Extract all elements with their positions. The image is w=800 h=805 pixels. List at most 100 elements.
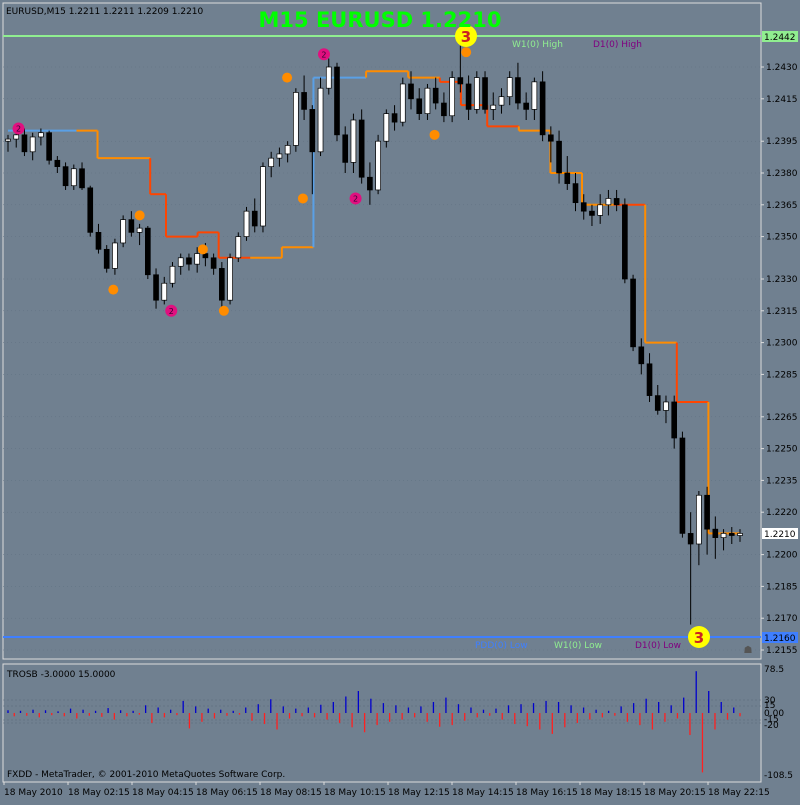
- bull-candle: [120, 219, 126, 244]
- bear-candle: [416, 98, 423, 114]
- bull-candle: [5, 138, 11, 142]
- bear-candle: [646, 363, 653, 396]
- bull-candle: [13, 134, 20, 140]
- magenta-signal-dot: [12, 122, 25, 135]
- bear-candle: [712, 528, 719, 538]
- bear-candle: [638, 346, 645, 365]
- bull-candle: [161, 282, 168, 301]
- price-axis: 1.2430 1.2415 1.2395 1.2380 1.2365 1.2350 1.23…: [761, 63, 798, 656]
- time-tick-label: 18 May 12:15: [388, 788, 450, 798]
- time-tick-label: 18 May 14:15: [452, 788, 514, 798]
- top-signal-marker-number: 3: [461, 28, 471, 46]
- time-tick-label: 18 May 2010: [4, 788, 63, 798]
- bull-candle: [136, 227, 143, 233]
- bull-candle: [268, 157, 275, 167]
- d1-high-label: D1(0) High: [593, 40, 642, 50]
- price-tick-label: 1.2430: [766, 63, 798, 73]
- bear-candle: [210, 257, 217, 269]
- price-tick-label: 1.2365: [766, 201, 798, 211]
- bear-candle: [342, 134, 349, 163]
- bear-candle: [580, 202, 587, 212]
- magenta-signal-dot: [317, 48, 330, 61]
- bull-candle: [325, 66, 332, 89]
- bull-candle: [506, 77, 513, 98]
- time-tick-label: 18 May 04:15: [132, 788, 194, 798]
- bear-candle: [482, 77, 488, 110]
- bear-candle: [728, 533, 735, 536]
- bear-candle: [564, 172, 571, 184]
- bear-candle: [219, 268, 225, 301]
- price-tick-label: 1.2415: [766, 95, 798, 105]
- time-axis: 18 May 2010 18 May 02:15 18 May 04:15 18 Ma…: [3, 782, 770, 798]
- bull-candle: [399, 83, 406, 123]
- bull-candle: [243, 210, 250, 237]
- bear-candle: [572, 183, 579, 204]
- indicator-axis-label: 0.00: [764, 709, 784, 719]
- time-tick-label: 18 May 06:15: [196, 788, 258, 798]
- indicator-name: TROSB -3.0000 15.0000: [6, 670, 116, 680]
- bull-candle: [696, 494, 702, 545]
- bear-candle: [103, 248, 110, 269]
- orange-signal-dot: [197, 244, 208, 255]
- bear-candle: [408, 83, 414, 100]
- time-tick-label: 18 May 08:15: [260, 788, 322, 798]
- bull-candle: [498, 96, 505, 106]
- bear-candle: [251, 210, 258, 227]
- bear-candle: [679, 437, 686, 534]
- orange-signal-dot: [134, 210, 145, 221]
- price-tick-label: 1.2350: [766, 233, 798, 243]
- bear-candle: [334, 66, 340, 136]
- price-tick-label: 1.2395: [766, 137, 798, 147]
- pdd-low-label: PDD(0) Low: [475, 641, 528, 651]
- bell-icon[interactable]: ☗: [744, 645, 753, 656]
- price-tick-label: 1.2380: [766, 169, 798, 179]
- bear-candle: [391, 113, 398, 123]
- price-tick-label: 1.2220: [766, 508, 798, 518]
- time-tick-label: 18 May 16:15: [516, 788, 578, 798]
- signal-markers: 2 2 2 2: [12, 47, 472, 317]
- bear-candle: [539, 81, 546, 136]
- time-tick-label: 18 May 20:15: [644, 788, 706, 798]
- bull-candle: [317, 87, 324, 153]
- bull-candle: [424, 87, 431, 114]
- bottom-signal-marker-number: 3: [694, 629, 704, 647]
- orange-signal-dot: [282, 72, 293, 83]
- time-tick-label: 18 May 02:15: [68, 788, 130, 798]
- signal-dot-number: 2: [16, 124, 21, 133]
- bear-candle: [622, 204, 628, 280]
- price-tick-label: 1.2330: [766, 275, 798, 285]
- indicator-axis-label: -15: [764, 715, 779, 725]
- price-tick-label: 1.2200: [766, 551, 798, 561]
- time-tick-label: 18 May 10:15: [324, 788, 386, 798]
- bull-candle: [293, 92, 299, 146]
- d1-low-label: D1(0) Low: [635, 641, 681, 651]
- price-tick-label: 1.2170: [766, 614, 798, 624]
- signal-dot-number: 2: [321, 50, 326, 59]
- bear-candle: [613, 198, 620, 206]
- bull-candle: [112, 242, 118, 269]
- bull-candle: [227, 257, 233, 301]
- bull-candle: [284, 145, 291, 155]
- bear-candle: [556, 140, 562, 174]
- bull-candle: [29, 136, 36, 153]
- orange-signal-dot: [108, 284, 119, 295]
- candlesticks: [5, 45, 743, 625]
- price-tick-label: 1.2315: [766, 307, 798, 317]
- time-tick-label: 18 May 22:15: [708, 788, 770, 798]
- indicator-axis-label: 78.5: [764, 665, 784, 675]
- bull-candle: [350, 119, 357, 163]
- bottom-price-label: 1.2160: [764, 634, 796, 644]
- bear-candle: [153, 274, 159, 301]
- bear-candle: [457, 77, 464, 85]
- bear-candle: [358, 119, 365, 178]
- indicator-axis-label: -20: [764, 721, 779, 731]
- bull-candle: [605, 198, 612, 206]
- current-price-label: 1.2210: [764, 530, 796, 540]
- bull-candle: [260, 166, 266, 227]
- indicator-axis-label: 30: [764, 696, 776, 706]
- bear-candle: [186, 257, 192, 265]
